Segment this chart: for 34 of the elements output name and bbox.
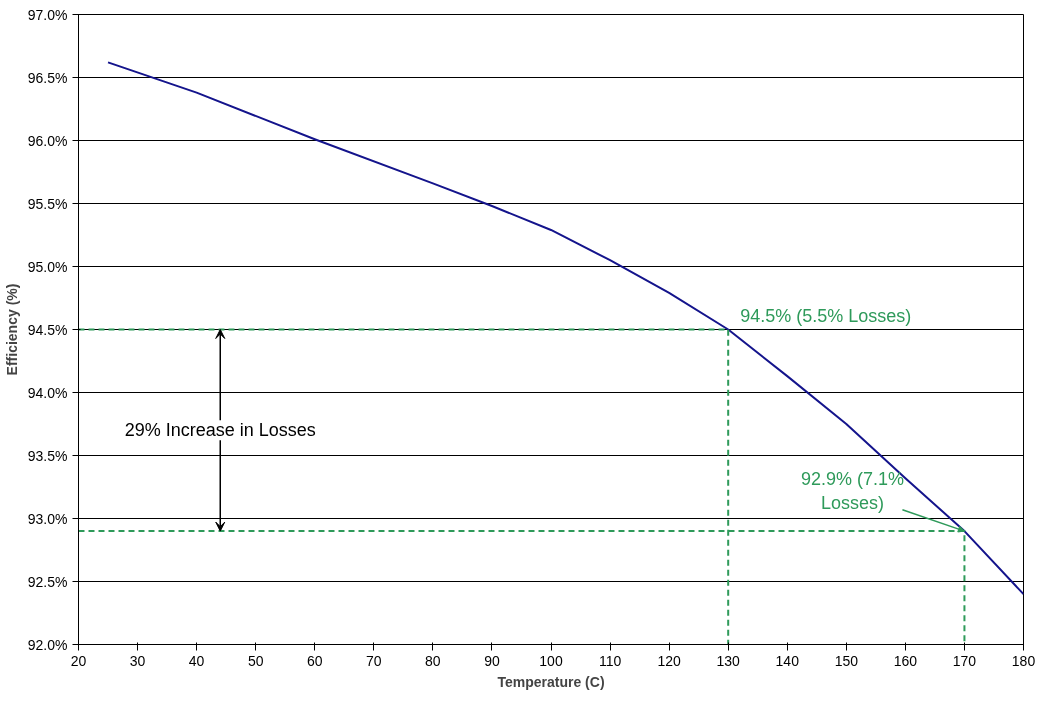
x-tick-label: 60 [306,652,323,669]
x-tick-label: 80 [425,652,441,669]
annotation: 94.5% (5.5% Losses) [740,305,912,326]
x-tick-label: 140 [775,652,800,669]
y-tick-label: 94.0% [27,384,68,401]
y-tick-label: 96.0% [27,132,68,149]
x-tick-label: 40 [188,652,205,669]
x-tick-label: 20 [70,652,87,669]
y-tick-label: 92.5% [27,573,68,590]
x-tick-label: 50 [247,652,264,669]
x-tick-label: 150 [834,652,859,669]
annotation: 92.9% (7.1% Losses) [800,469,904,514]
y-tick-label: 97.0% [27,6,68,23]
x-tick-label: 110 [598,652,622,669]
x-tick-label: 70 [366,652,382,669]
x-tick-label: 120 [657,652,682,669]
x-tick-label: 170 [952,652,977,669]
line-series [107,61,1024,596]
x-tick-label: 180 [1011,652,1036,669]
x-axis-title: Temperature (C) [497,673,605,690]
y-tick-label: 94.5% [27,321,68,338]
x-tick-label: 130 [716,652,741,669]
y-axis-title: Efficiency (%) [3,283,20,376]
x-tick-label: 160 [893,652,918,669]
y-tick-label: 96.5% [27,69,68,86]
y-tick-label: 95.5% [27,195,68,212]
annotation: 29% Increase in Losses [124,420,316,441]
x-tick-label: 90 [484,652,500,669]
x-tick-label: 30 [129,652,146,669]
y-tick-label: 93.0% [27,510,68,527]
y-tick-label: 92.0% [27,636,68,653]
x-tick-label: 100 [539,652,563,669]
y-tick-label: 95.0% [27,258,68,275]
y-tick-label: 93.5% [27,447,68,464]
